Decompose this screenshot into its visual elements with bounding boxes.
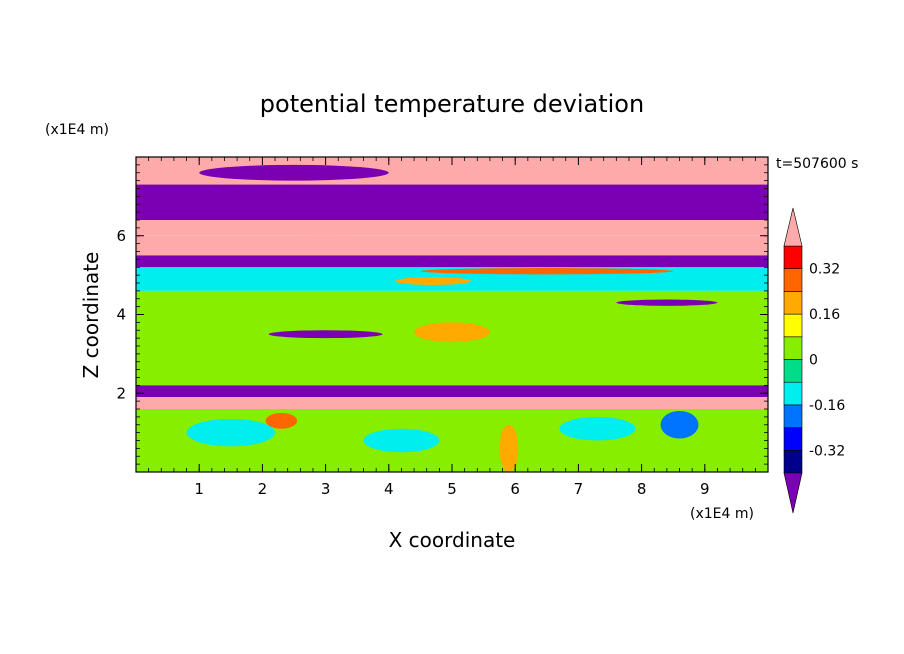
contour-feature-8 bbox=[265, 412, 298, 429]
contour-feature-6 bbox=[559, 416, 636, 441]
contour-feature-3 bbox=[616, 299, 718, 306]
colorbar-bin bbox=[783, 245, 803, 270]
contour-band-8 bbox=[136, 397, 768, 409]
contour-feature-10 bbox=[224, 235, 427, 248]
colorbar-bin bbox=[783, 313, 803, 338]
colorbar-tick-label: 0.32 bbox=[809, 262, 840, 278]
colorbar-extend-top bbox=[783, 207, 803, 247]
time-label: t=507600 s bbox=[776, 156, 858, 172]
contour-band-7 bbox=[136, 385, 768, 398]
x-tick-label: 9 bbox=[700, 480, 710, 498]
contour-feature-5 bbox=[363, 428, 440, 453]
contour-band-3 bbox=[136, 235, 768, 256]
y-unit-label: (x1E4 m) bbox=[45, 122, 109, 138]
contour-band-1 bbox=[136, 184, 768, 220]
contour-feature-2 bbox=[268, 330, 383, 339]
y-axis-label: Z coordinate bbox=[79, 252, 103, 379]
y-tick-label: 4 bbox=[116, 306, 126, 324]
colorbar-tick-label: -0.32 bbox=[809, 443, 845, 459]
x-unit-label: (x1E4 m) bbox=[690, 506, 754, 522]
contour-feature-1 bbox=[414, 322, 490, 343]
colorbar-bin bbox=[783, 449, 803, 474]
x-tick-label: 5 bbox=[447, 480, 457, 498]
y-tick-label: 6 bbox=[116, 227, 126, 245]
x-tick-label: 3 bbox=[321, 480, 331, 498]
contour-feature-12 bbox=[395, 277, 471, 285]
contour-band-2 bbox=[136, 220, 768, 236]
x-tick-label: 6 bbox=[510, 480, 520, 498]
contour-feature-7 bbox=[499, 424, 519, 472]
colorbar-bin bbox=[783, 291, 803, 315]
contour-feature-9 bbox=[660, 410, 699, 439]
colorbar-tick-label: 0 bbox=[809, 353, 818, 369]
contour-feature-11 bbox=[420, 268, 674, 275]
contour-feature-13 bbox=[426, 162, 705, 183]
chart-title: potential temperature deviation bbox=[260, 90, 644, 118]
colorbar-bin bbox=[783, 427, 803, 451]
colorbar-bin bbox=[783, 359, 803, 383]
x-tick-label: 2 bbox=[258, 480, 268, 498]
colorbar-bin bbox=[783, 336, 803, 360]
x-tick-label: 8 bbox=[637, 480, 647, 498]
x-tick-label: 1 bbox=[194, 480, 204, 498]
x-axis-label: X coordinate bbox=[389, 528, 516, 552]
contour-field bbox=[136, 157, 768, 472]
y-tick-label: 2 bbox=[116, 384, 126, 402]
colorbar-tick-label: 0.16 bbox=[809, 307, 840, 323]
colorbar-bin bbox=[783, 268, 803, 292]
colorbar: 0.32 0.16 0 -0.16 -0.32 bbox=[783, 207, 845, 514]
colorbar-bin bbox=[783, 404, 803, 428]
contour-band-4 bbox=[136, 255, 768, 268]
colorbar-tick-label: -0.16 bbox=[809, 398, 845, 414]
x-axis: 1 2 3 4 5 6 7 8 9 bbox=[148, 157, 769, 498]
x-tick-label: 4 bbox=[384, 480, 394, 498]
x-tick-label: 7 bbox=[574, 480, 584, 498]
contour-feature-4 bbox=[186, 418, 276, 447]
contour-feature-14 bbox=[199, 164, 389, 181]
colorbar-bin bbox=[783, 381, 803, 406]
colorbar-extend-bottom bbox=[783, 472, 803, 514]
y-axis: 2 4 6 bbox=[116, 164, 768, 465]
